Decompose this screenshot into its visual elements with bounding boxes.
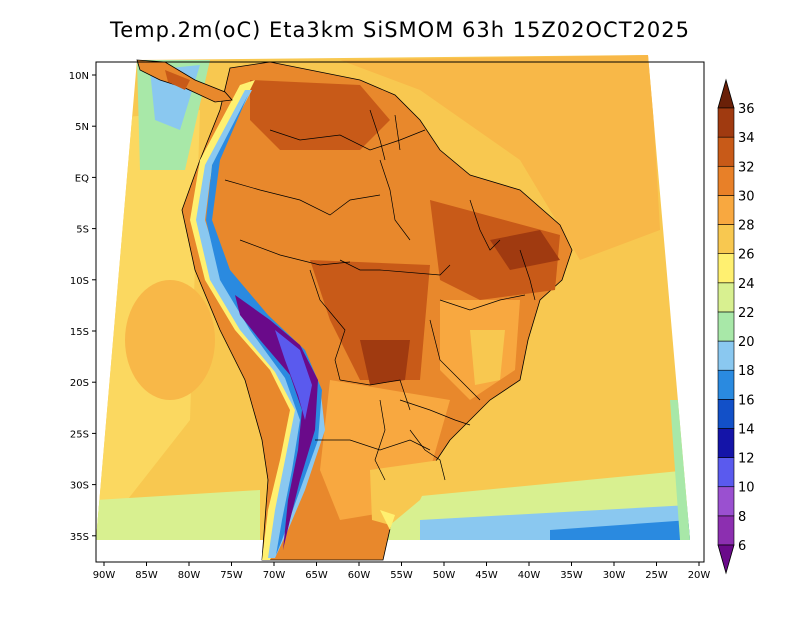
warm-atlantic-zone bbox=[340, 55, 660, 260]
plot-frame bbox=[95, 61, 705, 563]
colorbar-label: 18 bbox=[738, 364, 755, 379]
colorbar-label: 26 bbox=[738, 248, 755, 263]
hottest-zone-center bbox=[360, 340, 410, 385]
colorbar-segment bbox=[717, 311, 735, 342]
border-bahia bbox=[439, 294, 526, 311]
hottest-zone-northeast bbox=[490, 230, 560, 270]
lon-tick-label: 60W bbox=[348, 570, 371, 581]
lon-tick-label: 45W bbox=[475, 570, 498, 581]
border-argentina-east bbox=[374, 399, 386, 481]
south-america bbox=[136, 59, 573, 561]
colorbar-label: 16 bbox=[738, 393, 755, 408]
hot-zone-northeast bbox=[430, 200, 560, 300]
lat-tick-label: EQ bbox=[75, 173, 89, 184]
map-title: Temp.2m(oC) Eta3km SiSMOM 63h 15Z02OCT20… bbox=[110, 18, 690, 42]
colorbar-segment bbox=[717, 369, 735, 400]
lon-tick-label: 90W bbox=[93, 570, 116, 581]
colorbar-label: 22 bbox=[738, 306, 755, 321]
colorbar-label: 30 bbox=[738, 189, 755, 204]
colorbar-label: 28 bbox=[738, 219, 755, 234]
border-peru bbox=[239, 239, 351, 266]
central-america-hot bbox=[165, 70, 190, 90]
colorbar-segment bbox=[717, 399, 735, 429]
border-paraguay bbox=[339, 379, 411, 411]
border-brazil-north bbox=[339, 259, 451, 276]
colorbar-label: 12 bbox=[738, 452, 755, 467]
lat-tick-label: 5N bbox=[75, 122, 89, 133]
colorbar-label: 6 bbox=[738, 539, 746, 554]
border-guyana bbox=[369, 109, 386, 161]
lat-tick-label: 10S bbox=[70, 276, 89, 287]
south-pacific-band bbox=[96, 490, 260, 540]
lon-tick-label: 35W bbox=[560, 570, 583, 581]
latitude-axis: 10N 5N EQ 5S 10S 15S 20S 25S 30S 35S bbox=[69, 71, 96, 543]
colorbar-label: 8 bbox=[738, 510, 746, 525]
colorbar-segment bbox=[717, 457, 735, 488]
lat-tick-label: 30S bbox=[70, 481, 89, 492]
lon-tick-label: 50W bbox=[433, 570, 456, 581]
south-atlantic-band-3 bbox=[550, 520, 690, 540]
lon-tick-label: 70W bbox=[263, 570, 286, 581]
river-plate-zone bbox=[380, 510, 395, 530]
colorbar-segment bbox=[717, 340, 735, 371]
lon-tick-label: 25W bbox=[645, 570, 668, 581]
altiplano-core bbox=[275, 330, 312, 420]
lon-tick-label: 20W bbox=[688, 570, 711, 581]
lat-tick-label: 15S bbox=[70, 327, 89, 338]
lat-tick-label: 20S bbox=[70, 378, 89, 389]
border-sao-paulo bbox=[399, 399, 471, 426]
pacific-warm-patch bbox=[125, 280, 215, 400]
border-para bbox=[379, 159, 411, 241]
colorbar-label: 34 bbox=[738, 131, 755, 146]
colorbar-label: 36 bbox=[738, 102, 755, 117]
colorbar: 6 8 10 12 14 16 18 20 22 24 26 28 30 32 34 36 bbox=[717, 78, 755, 575]
colorbar-label: 24 bbox=[738, 277, 755, 292]
pampas-zone bbox=[370, 460, 440, 525]
colorbar-top-arrow bbox=[717, 78, 735, 109]
colorbar-segment bbox=[717, 253, 735, 284]
border-parana bbox=[409, 429, 446, 481]
lat-tick-label: 10N bbox=[69, 71, 89, 82]
border-pernambuco bbox=[519, 249, 536, 301]
colorbar-segment bbox=[717, 486, 735, 517]
colorbar-label: 32 bbox=[738, 160, 755, 175]
border-minas bbox=[429, 319, 481, 401]
lon-tick-label: 30W bbox=[603, 570, 626, 581]
southeast-mild-zone bbox=[470, 330, 505, 385]
lon-tick-label: 65W bbox=[305, 570, 328, 581]
border-bolivia bbox=[309, 269, 346, 381]
venezuela-hot-zone bbox=[250, 80, 390, 150]
colorbar-segment bbox=[717, 282, 735, 313]
lon-tick-label: 40W bbox=[518, 570, 541, 581]
colorbar-segment bbox=[717, 136, 735, 167]
colorbar-bottom-arrow bbox=[717, 544, 735, 575]
lat-tick-label: 5S bbox=[76, 225, 89, 236]
lon-tick-label: 80W bbox=[178, 570, 201, 581]
lat-tick-label: 25S bbox=[70, 429, 89, 440]
colorbar-segment bbox=[717, 515, 735, 546]
border-maranhao bbox=[469, 199, 501, 251]
lon-tick-label: 75W bbox=[220, 570, 243, 581]
lon-tick-label: 85W bbox=[135, 570, 158, 581]
colorbar-segment bbox=[717, 107, 735, 138]
colorbar-segment bbox=[717, 195, 735, 225]
colorbar-label: 14 bbox=[738, 422, 755, 437]
border-argentina bbox=[315, 439, 431, 451]
andes-foothills bbox=[190, 80, 320, 560]
border-suriname bbox=[394, 114, 401, 151]
longitude-axis: 90W 85W 80W 75W 70W 65W 60W 55W 50W 45W 40W 35W 30W 2… bbox=[93, 562, 711, 581]
country-borders bbox=[224, 109, 536, 481]
colorbar-segment bbox=[717, 224, 735, 254]
colorbar-segment bbox=[717, 165, 735, 196]
border-venezuela bbox=[269, 129, 426, 151]
colorbar-label: 20 bbox=[738, 335, 755, 350]
lon-tick-label: 55W bbox=[390, 570, 413, 581]
colorbar-segment bbox=[717, 428, 735, 458]
lat-tick-label: 35S bbox=[70, 532, 89, 543]
border-colombia bbox=[224, 179, 381, 216]
colorbar-label: 10 bbox=[738, 481, 755, 496]
